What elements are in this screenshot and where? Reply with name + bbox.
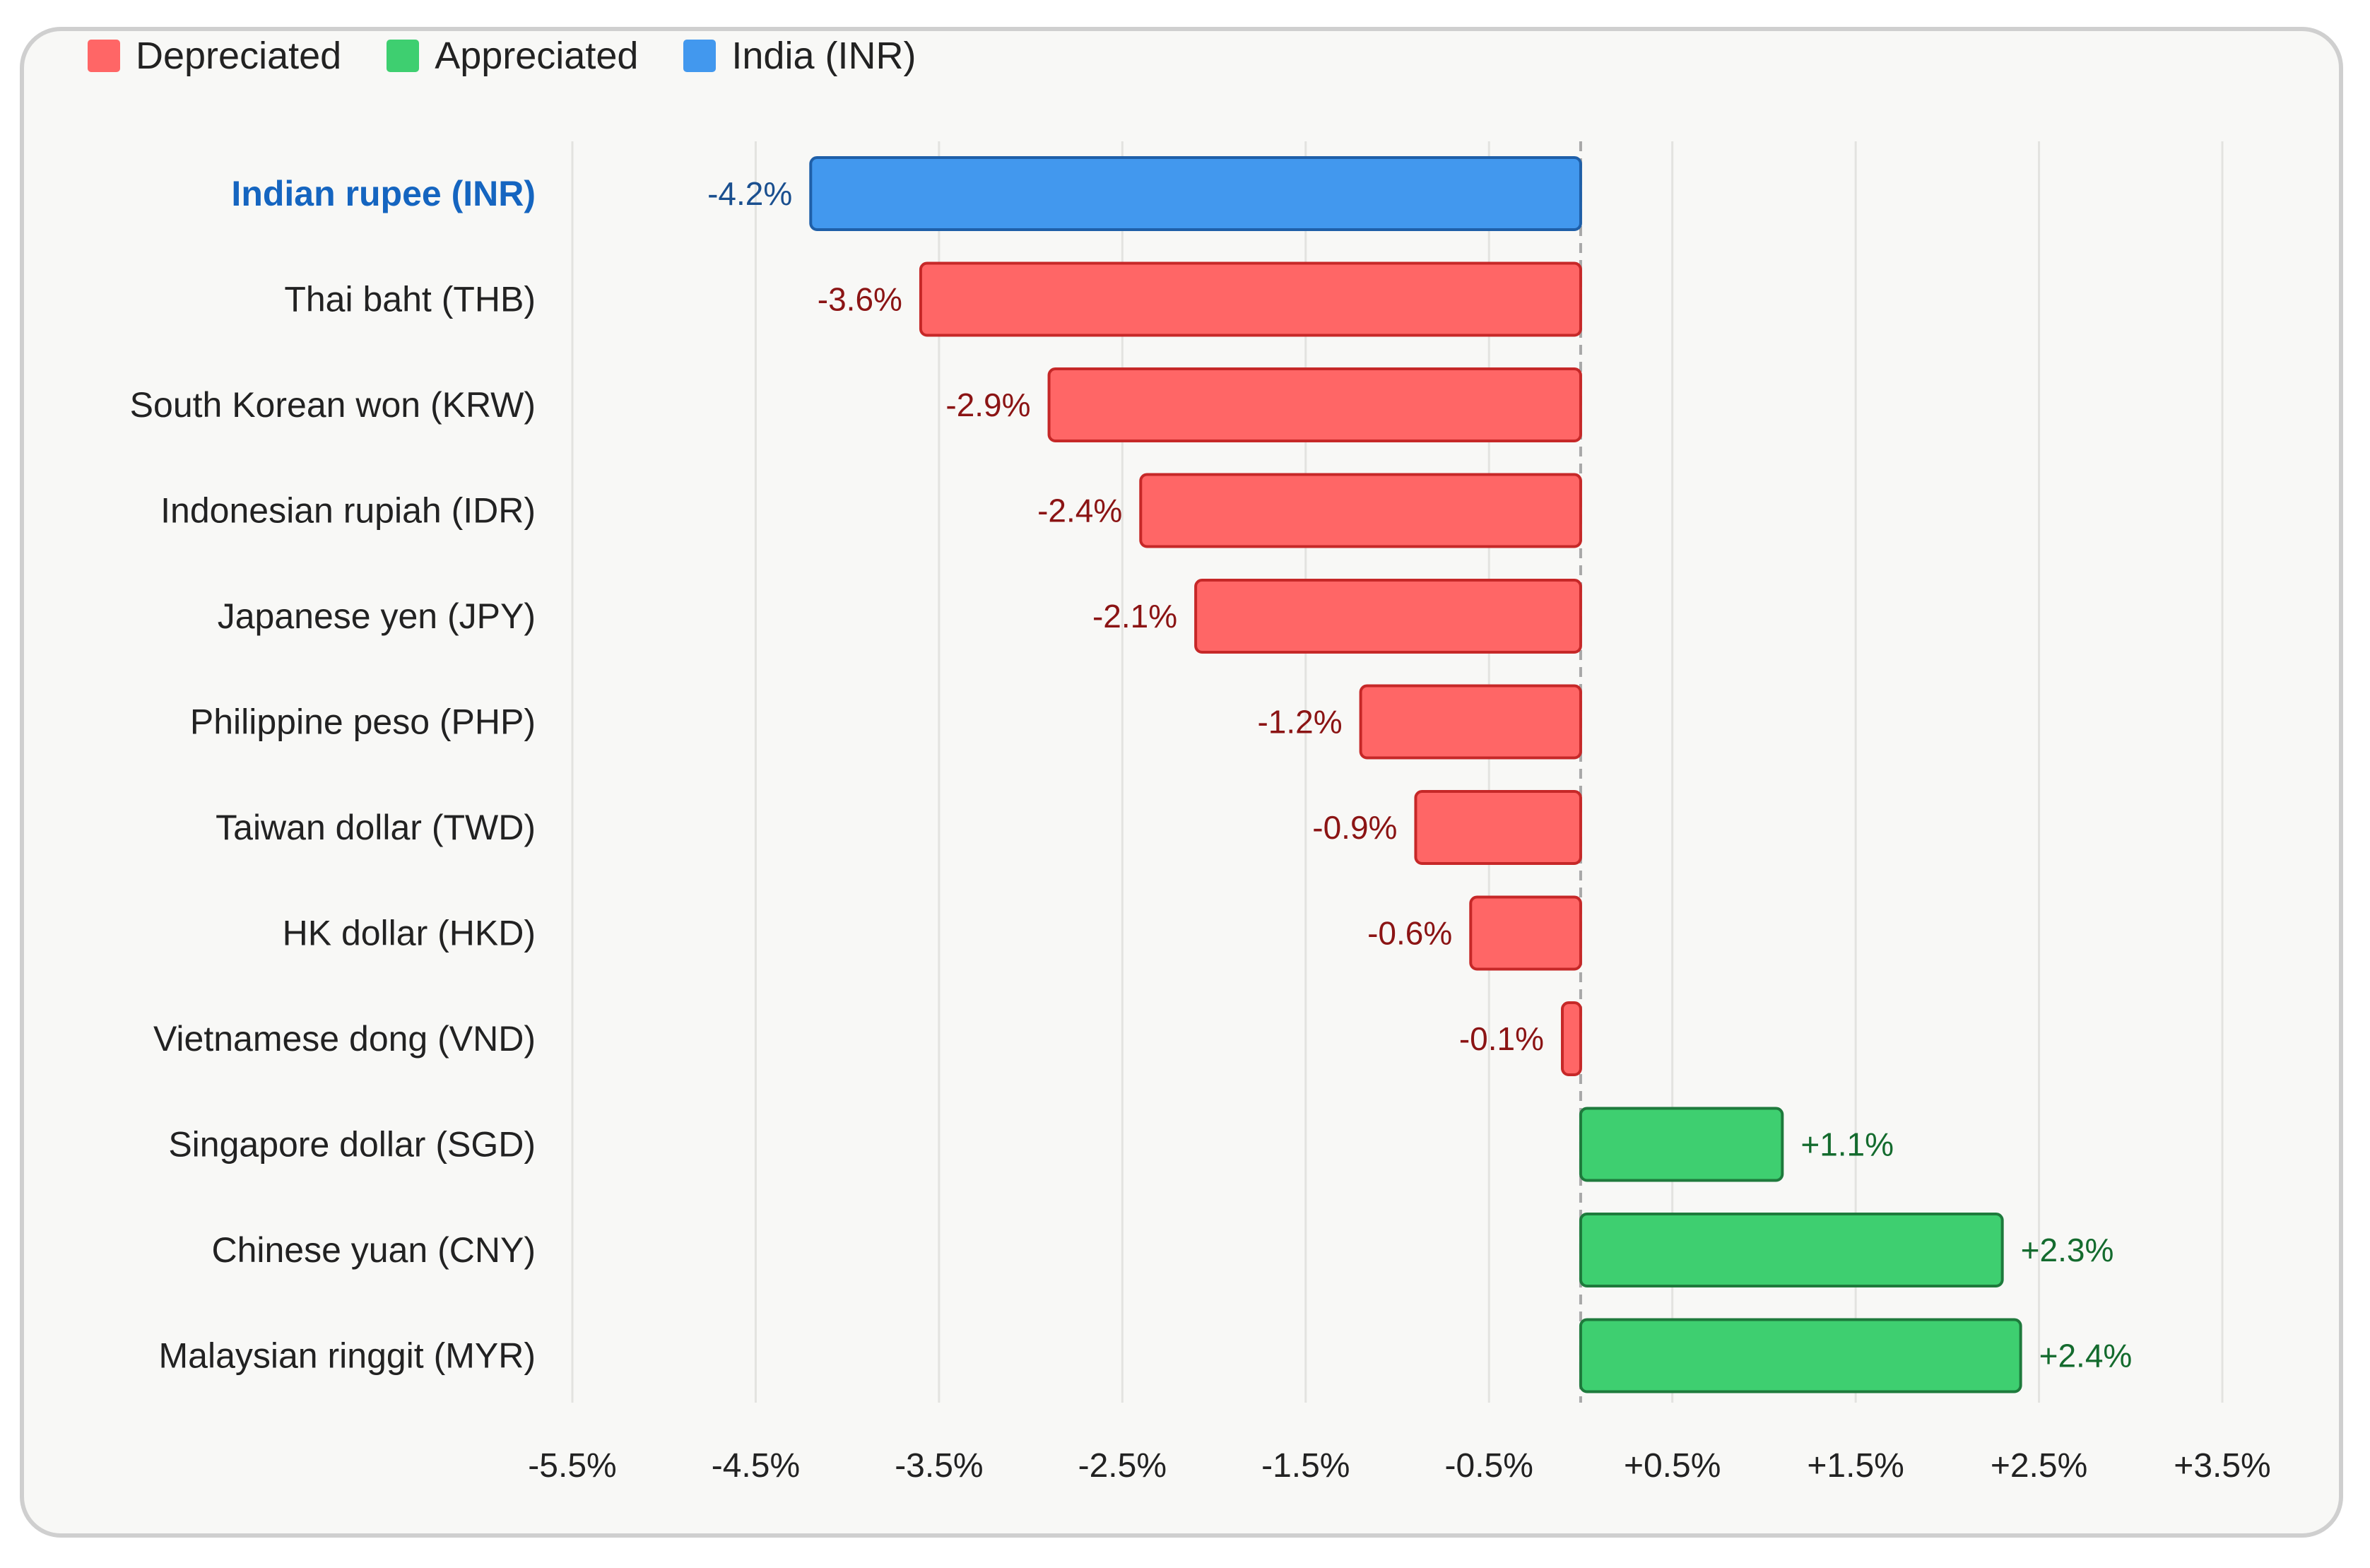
bar [1414, 790, 1582, 865]
category-label: HK dollar (HKD) [283, 914, 536, 953]
x-tick-label: -3.5% [895, 1447, 983, 1485]
bar [919, 261, 1582, 337]
value-label: +2.4% [2039, 1338, 2133, 1374]
legend-label-appreciated: Appreciated [435, 35, 639, 77]
value-label: -4.2% [707, 175, 792, 212]
bar [1359, 684, 1582, 760]
value-label: -2.9% [945, 387, 1030, 423]
x-tick-label: +1.5% [1807, 1447, 1904, 1485]
legend-label-india: India (INR) [731, 35, 916, 77]
legend-swatch-depreciated [88, 40, 120, 72]
x-tick-label: +2.5% [1991, 1447, 2087, 1485]
category-label: South Korean won (KRW) [130, 385, 536, 425]
bar [1561, 1001, 1582, 1076]
category-label: Indian rupee (INR) [231, 174, 536, 213]
bar [1194, 579, 1582, 654]
bar [1579, 1213, 2004, 1287]
value-label: -2.1% [1092, 598, 1177, 635]
legend-label-depreciated: Depreciated [136, 35, 342, 77]
x-tick-label: -5.5% [528, 1447, 616, 1485]
x-tick-label: +0.5% [1624, 1447, 1721, 1485]
value-label: -0.6% [1367, 915, 1452, 952]
bar [1579, 1107, 1784, 1182]
value-label: +2.3% [2021, 1232, 2114, 1268]
x-tick-label: -0.5% [1445, 1447, 1533, 1485]
x-tick-label: -2.5% [1078, 1447, 1167, 1485]
chart-legend: Depreciated Appreciated India (INR) [88, 34, 916, 78]
category-label: Japanese yen (JPY) [218, 596, 536, 636]
bar [1579, 1318, 2022, 1393]
category-label: Thai baht (THB) [284, 280, 536, 319]
category-label: Chinese yuan (CNY) [211, 1230, 536, 1270]
category-label: Taiwan dollar (TWD) [216, 808, 536, 847]
value-label: -0.1% [1459, 1020, 1544, 1057]
value-label: -3.6% [818, 281, 902, 318]
bar [1139, 473, 1582, 548]
value-label: -1.2% [1257, 704, 1342, 741]
value-label: -0.9% [1312, 809, 1397, 846]
x-tick-label: -4.5% [712, 1447, 800, 1485]
legend-item-appreciated: Appreciated [387, 34, 638, 78]
legend-swatch-india [683, 40, 717, 72]
legend-item-india: India (INR) [683, 34, 916, 78]
value-label: -2.4% [1037, 493, 1122, 529]
category-label: Singapore dollar (SGD) [168, 1125, 536, 1165]
category-label: Philippine peso (PHP) [190, 702, 536, 742]
bar [1469, 895, 1582, 971]
category-label: Malaysian ringgit (MYR) [159, 1336, 536, 1376]
value-label: +1.1% [1800, 1126, 1894, 1163]
x-tick-label: +3.5% [2174, 1447, 2270, 1485]
x-tick-label: -1.5% [1261, 1447, 1350, 1485]
legend-item-depreciated: Depreciated [88, 34, 341, 78]
legend-swatch-appreciated [387, 40, 420, 72]
bar [809, 156, 1582, 231]
category-label: Vietnamese dong (VND) [153, 1019, 536, 1059]
bar [1047, 367, 1582, 442]
category-label: Indonesian rupiah (IDR) [160, 491, 536, 531]
